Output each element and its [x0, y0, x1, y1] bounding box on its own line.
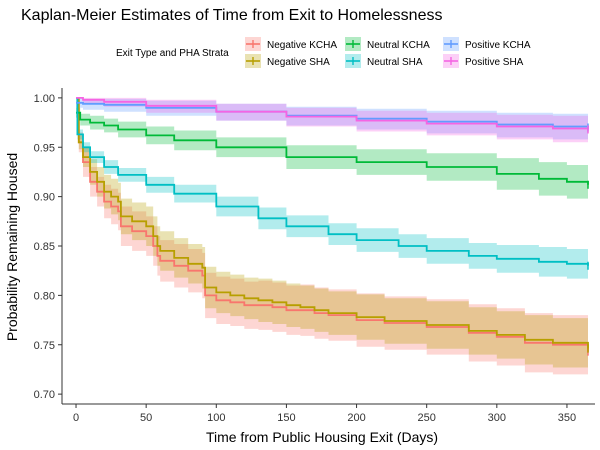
series-line-neutral-sha	[76, 97, 589, 266]
series-line-positive-sha	[76, 97, 589, 130]
legend-label: Negative KCHA	[267, 40, 337, 51]
legend-item-positive-kcha: Positive KCHA	[443, 37, 531, 51]
legend-item-negative-kcha: Negative KCHA	[245, 37, 337, 51]
y-tick-label: 0.90	[34, 192, 55, 204]
chart-title: Kaplan-Meier Estimates of Time from Exit…	[21, 7, 442, 24]
x-tick-label: 250	[418, 412, 436, 424]
x-tick-label: 200	[347, 412, 365, 424]
legend-label: Positive SHA	[465, 57, 524, 68]
ci-band-neutral-sha	[76, 97, 588, 279]
x-axis-title: Time from Public Housing Exit (Days)	[206, 429, 438, 445]
legend-label: Neutral KCHA	[367, 40, 430, 51]
ci-band-neutral-kcha	[76, 107, 588, 199]
legend-item-neutral-kcha: Neutral KCHA	[345, 37, 430, 51]
y-tick-label: 0.75	[34, 340, 55, 352]
y-tick-label: 1.00	[34, 93, 55, 105]
y-tick-label: 0.70	[34, 389, 55, 401]
x-tick-label: 50	[140, 412, 152, 424]
x-tick-label: 100	[207, 412, 225, 424]
y-tick-label: 0.95	[34, 142, 55, 154]
series-line-negative-sha	[76, 97, 589, 349]
legend: Exit Type and PHA Strata Negative KCHA Ne…	[116, 37, 531, 68]
ci-band-positive-sha	[76, 97, 588, 143]
y-axis-title: Probability Remaining Housed	[4, 153, 20, 341]
axes: 0 50 100 150 200 250 300 350 0.70 0.75 0.80 0.85 0.…	[4, 88, 595, 445]
y-tick-label: 0.80	[34, 290, 55, 302]
legend-label: Positive KCHA	[465, 40, 531, 51]
x-tick-label: 300	[488, 412, 506, 424]
ci-band-negative-kcha	[76, 97, 588, 375]
legend-item-positive-sha: Positive SHA	[443, 54, 524, 68]
series-line-neutral-kcha	[76, 111, 589, 185]
x-tick-label: 0	[73, 412, 79, 424]
legend-item-negative-sha: Negative SHA	[245, 54, 330, 68]
plot-area	[76, 97, 589, 375]
legend-label: Neutral SHA	[367, 57, 423, 68]
y-tick-label: 0.85	[34, 241, 55, 253]
legend-label: Negative SHA	[267, 57, 330, 68]
legend-item-neutral-sha: Neutral SHA	[345, 54, 423, 68]
x-tick-label: 350	[558, 412, 576, 424]
x-tick-label: 150	[277, 412, 295, 424]
legend-title: Exit Type and PHA Strata	[116, 48, 229, 59]
